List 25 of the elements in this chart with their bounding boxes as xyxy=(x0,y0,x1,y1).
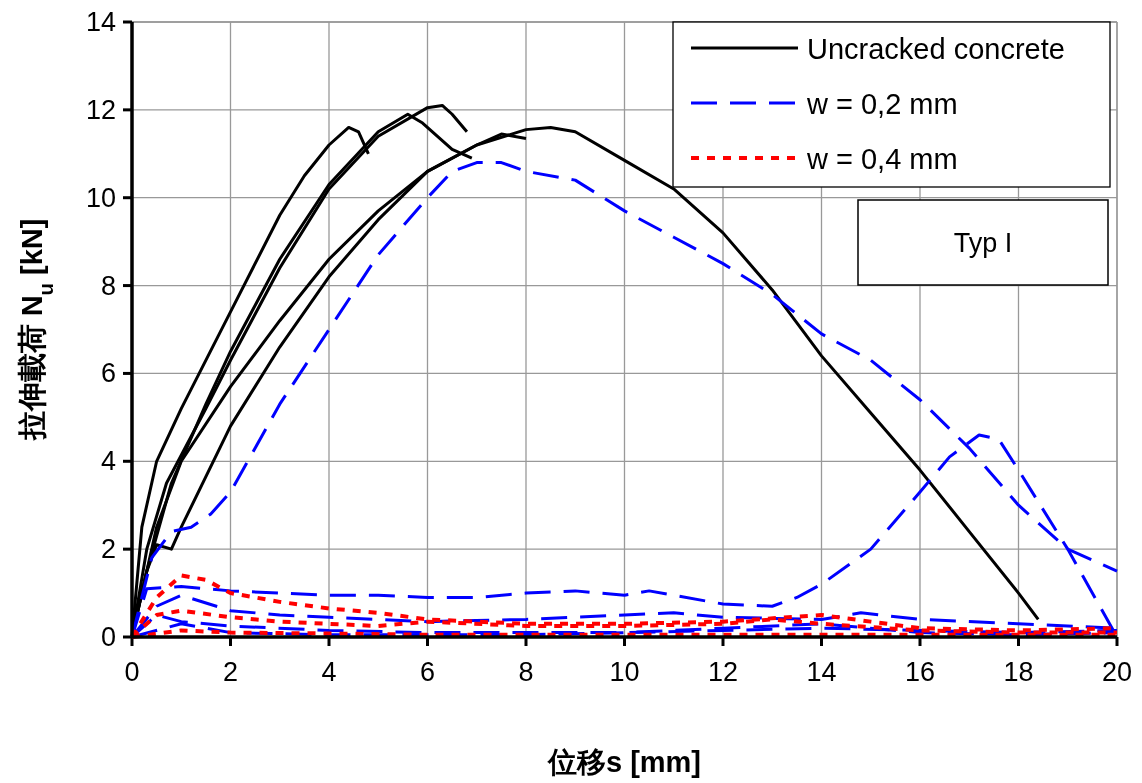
x-axis-title: 位移s [mm] xyxy=(546,746,702,778)
x-tick-label: 16 xyxy=(904,657,936,687)
x-tick-label: 10 xyxy=(609,657,640,687)
y-tick-label: 2 xyxy=(100,534,116,565)
y-tick-label: 8 xyxy=(100,270,116,301)
y-tick-label: 12 xyxy=(85,94,116,125)
annotation: Typ I xyxy=(953,228,1013,258)
x-tick-label: 20 xyxy=(1101,657,1133,687)
x-tick-label: 6 xyxy=(419,657,436,687)
x-tick-label: 12 xyxy=(707,657,739,687)
legend-label: w = 0,2 mm xyxy=(806,88,958,120)
x-tick-label: 4 xyxy=(321,657,337,687)
y-tick-label: 0 xyxy=(100,622,116,652)
x-tick-label: 2 xyxy=(222,657,239,687)
y-tick-label: 10 xyxy=(85,182,116,213)
x-tick-label: 18 xyxy=(1003,657,1034,687)
y-tick-label: 6 xyxy=(100,358,116,389)
annotation-box: Typ I xyxy=(857,199,1109,286)
x-tick-label: 8 xyxy=(518,657,534,687)
y-tick-label: 4 xyxy=(100,446,116,477)
y-tick-label: 14 xyxy=(85,7,116,37)
x-tick-label: 0 xyxy=(124,657,140,687)
x-tick-label: 14 xyxy=(806,657,837,687)
legend-label: w = 0,4 mm xyxy=(806,143,958,175)
legend-label: Uncracked concrete xyxy=(807,33,1065,65)
